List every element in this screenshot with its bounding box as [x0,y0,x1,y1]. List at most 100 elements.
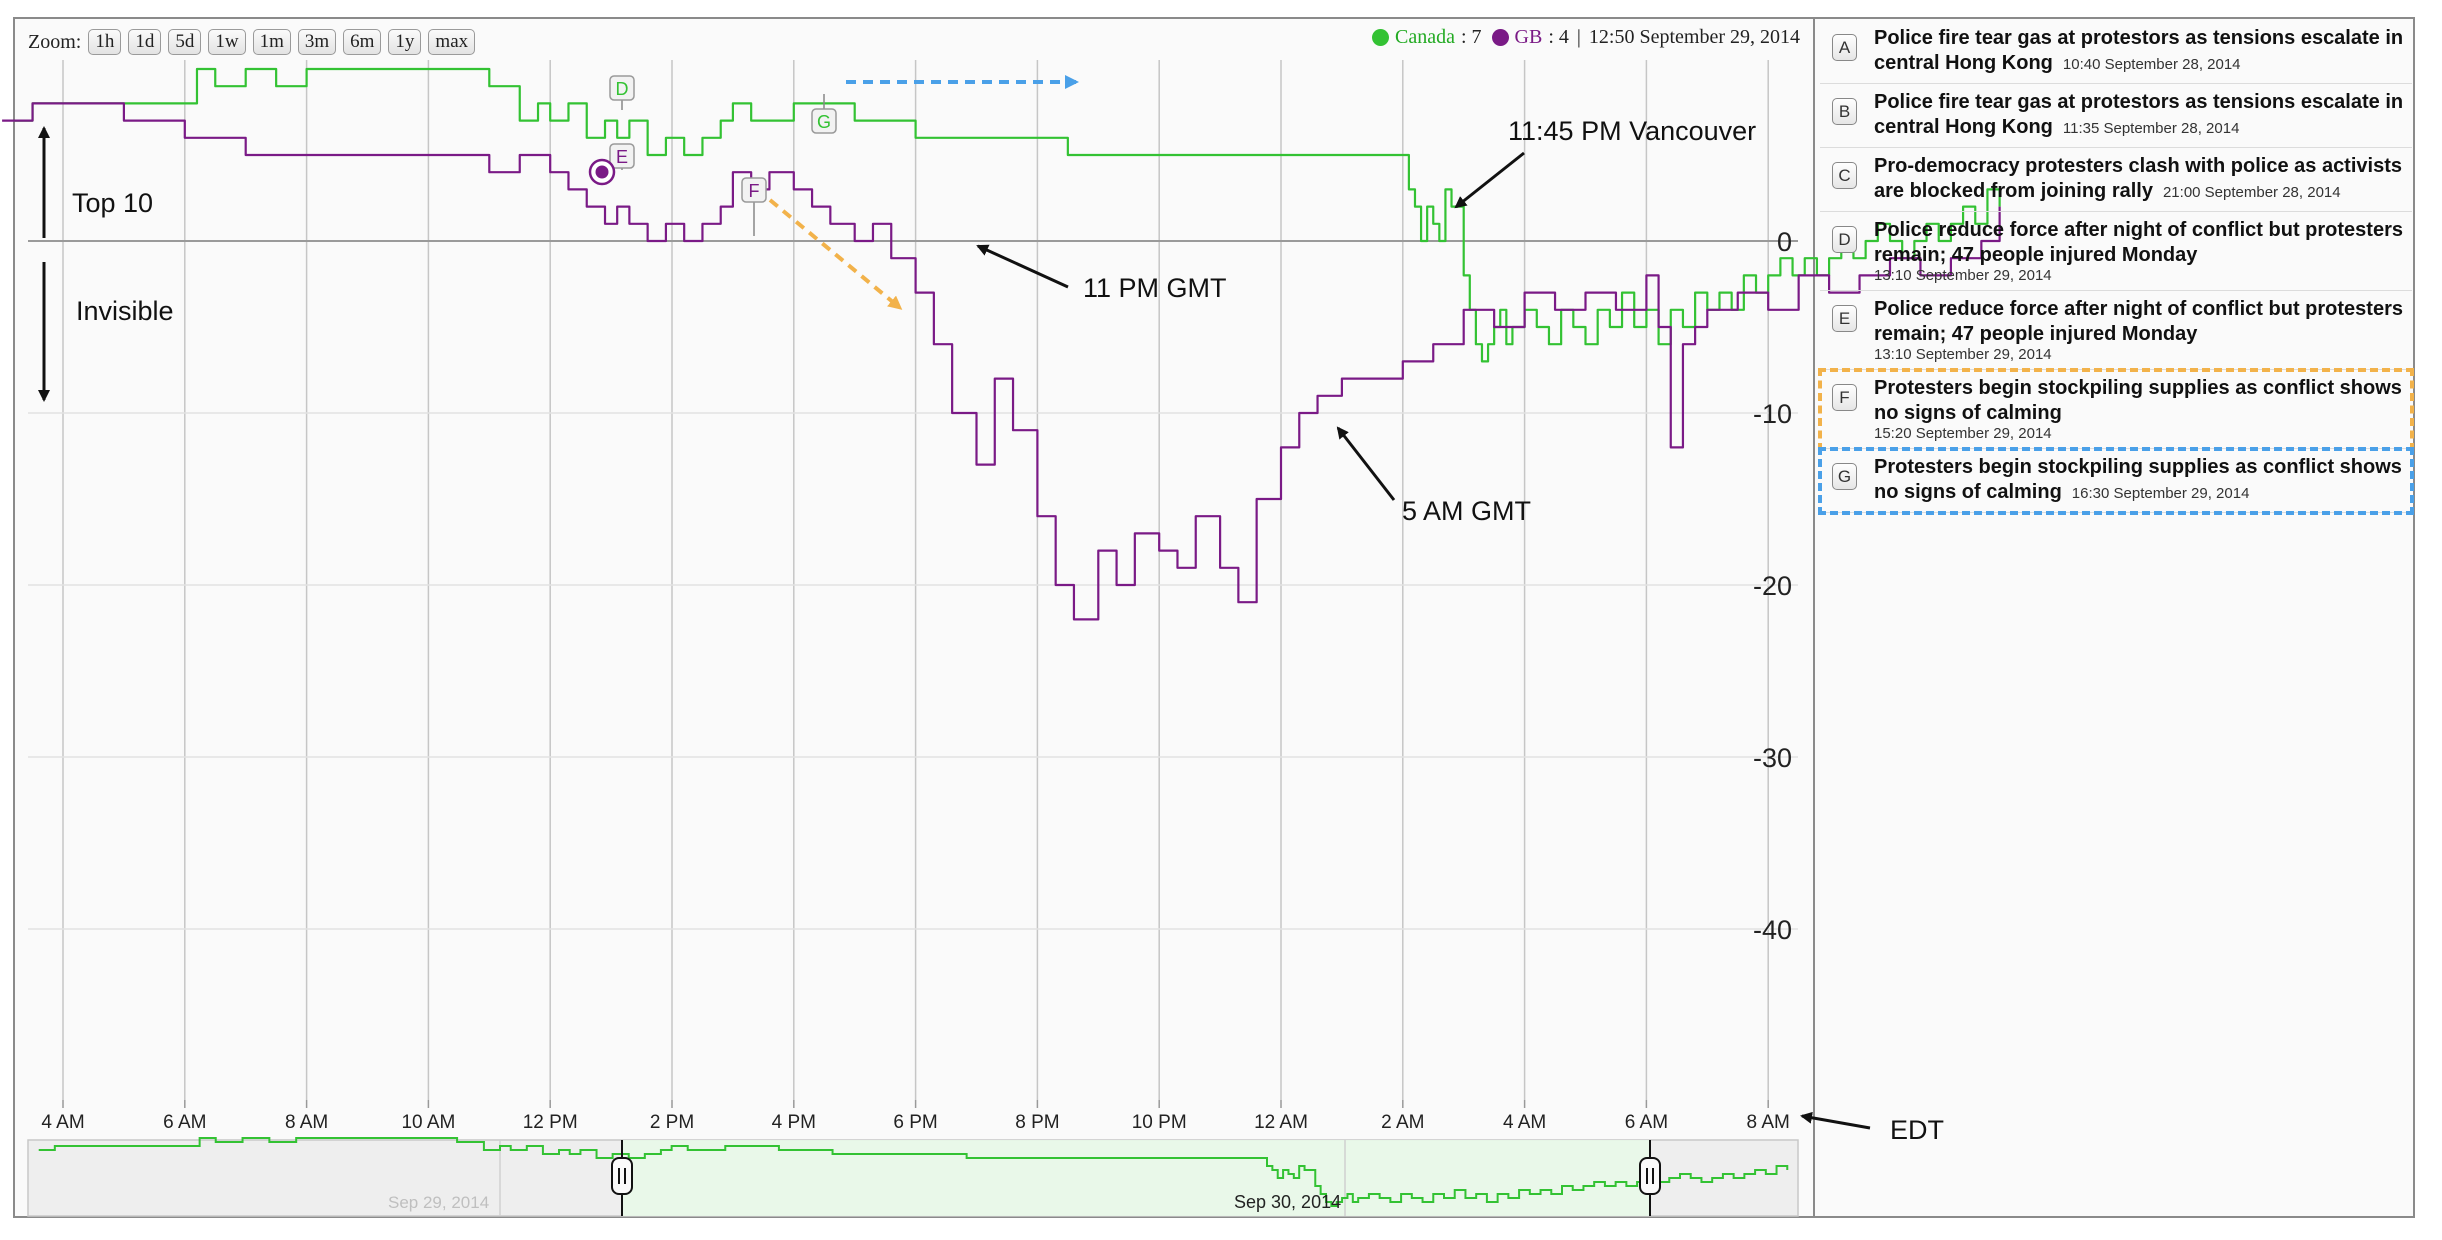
x-tick-label: 4 AM [41,1112,84,1133]
news-item-g[interactable]: G Protesters begin stockpiling supplies a… [1818,447,2414,515]
x-tick-label: 2 AM [1381,1112,1424,1133]
news-title: Pro-democracy protesters clash with poli… [1874,154,2408,205]
news-time: 10:40 September 28, 2014 [2062,56,2241,73]
news-time: 13:10 September 29, 2014 [1874,346,2052,363]
zoom-button-max[interactable]: max [428,29,476,55]
x-tick-label: 4 PM [772,1112,816,1133]
zoom-button-1m[interactable]: 1m [252,29,291,55]
zoom-button-1y[interactable]: 1y [388,29,422,55]
news-time: 16:30 September 29, 2014 [2071,485,2250,502]
legend-gb-label[interactable]: GB [1514,26,1543,48]
selected-point-marker[interactable] [588,158,616,186]
legend-canada-label[interactable]: Canada [1394,26,1455,48]
gb-dot-icon [1491,29,1509,46]
x-tick-label: 12 AM [1254,1112,1308,1133]
event-flag-g[interactable]: G [811,94,837,134]
x-tick-label: 6 AM [1625,1112,1668,1133]
y-tick-label: -40 [1753,915,1792,945]
legend-timestamp: 12:50 September 29, 2014 [1588,26,1800,48]
x-tick-label: 10 AM [401,1112,455,1133]
navigator-handle-left[interactable] [611,1140,633,1216]
event-flag-e[interactable]: E [609,143,635,170]
news-letter-badge: F [1832,384,1857,411]
news-letter-badge: A [1832,34,1857,61]
event-flag-label: D [616,79,629,99]
news-title-text: Police reduce force after night of confl… [1874,298,2403,345]
news-title-text: Police fire tear gas at protestors as te… [1874,91,2404,138]
navigator-date-2: Sep 30, 2014 [1234,1192,1341,1212]
event-flags: D E F G [588,75,837,236]
news-letter-badge: E [1832,305,1857,332]
gmt5-arrow [1336,426,1396,501]
canada-dot-icon [1371,29,1389,46]
y-tick-label: -30 [1753,743,1792,773]
event-flag-label: G [817,112,831,132]
news-title-text: Protesters begin stockpiling supplies as… [1874,456,2402,503]
x-tick-label: 8 AM [285,1112,328,1133]
zoom-button-1d[interactable]: 1d [128,29,162,55]
news-item-f[interactable]: F Protesters begin stockpiling supplies a… [1818,368,2414,451]
news-time: 13:10 September 29, 2014 [1874,267,2052,284]
vancouver-arrow [1454,151,1525,209]
x-tick-label: 2 PM [650,1112,694,1133]
news-item-b[interactable]: B Police fire tear gas at protestors as t… [1820,84,2412,148]
navigator-selection[interactable] [622,1140,1650,1216]
news-title: Police fire tear gas at protestors as te… [1874,26,2408,77]
news-item-a[interactable]: A Police fire tear gas at protestors as t… [1820,20,2412,84]
x-tick-label: 6 AM [163,1112,206,1133]
x-tick-label: 6 PM [893,1112,937,1133]
annotation-edt: EDT [1890,1115,1944,1145]
chart-grid [28,60,1798,1100]
x-tick-label: 4 AM [1503,1112,1546,1133]
x-tick-label: 8 AM [1747,1112,1790,1133]
y-tick-label: -10 [1753,399,1792,429]
annotation-11pm-gmt: 11 PM GMT [1083,273,1227,303]
news-title: Police fire tear gas at protestors as te… [1874,90,2408,141]
x-tick-label: 8 PM [1015,1112,1059,1133]
news-item-e[interactable]: E Police reduce force after night of conf… [1820,291,2412,370]
zoom-button-1w[interactable]: 1w [208,29,246,55]
navigator-date-1: Sep 29, 2014 [388,1193,489,1212]
zoom-button-1h[interactable]: 1h [88,29,122,55]
chart-frame [13,17,2415,1218]
series-line-canada[interactable] [14,67,2001,363]
series-group [2,67,2001,621]
legend-canada-value: : 7 [1460,26,1482,48]
x-axis: 4 AM 6 AM 8 AM 10 AM 12 PM 2 PM 4 PM 6 PM 8 PM 10… [41,1100,1790,1133]
legend-separator: | [1576,26,1581,48]
y-tick-label: 0 [1777,227,1792,257]
annotation-vancouver: 11:45 PM Vancouver [1508,116,1756,146]
news-title-text: Protesters begin stockpiling supplies as… [1874,377,2402,424]
orange-dashed-arrow [768,198,903,310]
zoom-button-3m[interactable]: 3m [297,29,337,55]
news-title-text: Police reduce force after night of confl… [1874,219,2403,266]
news-item-c[interactable]: C Pro-democracy protesters clash with pol… [1820,148,2412,212]
zoom-toolbar: Zoom: 1h 1d 5d 1w 1m 3m 6m 1y max [28,28,476,56]
news-list: A Police fire tear gas at protestors as t… [1818,20,2414,515]
event-flag-d[interactable]: D [609,75,635,110]
navigator[interactable]: Sep 29, 2014 Sep 30, 2014 [27,1137,1799,1217]
legend: Canada : 7 GB : 4 | 12:50 September 29, … [1371,26,1800,49]
navigator-series-canada [38,1137,1789,1207]
news-title-text: Police fire tear gas at protestors as te… [1874,27,2404,74]
news-time: 15:20 September 29, 2014 [1874,425,2052,442]
zoom-button-5d[interactable]: 5d [168,29,202,55]
navigator-handle-right[interactable] [1639,1140,1661,1216]
y-axis: 0 -10 -20 -30 -40 [1753,227,1792,945]
event-flag-label: E [616,147,628,167]
zoom-button-6m[interactable]: 6m [343,29,382,55]
news-letter-badge: C [1832,162,1857,189]
event-flag-label: F [749,181,760,201]
x-tick-label: 10 PM [1132,1112,1187,1133]
annotation-top10: Top 10 [72,188,153,218]
news-item-d[interactable]: D Police reduce force after night of conf… [1820,212,2412,291]
news-time: 11:35 September 28, 2014 [2062,120,2240,137]
news-title-text: Pro-democracy protesters clash with poli… [1874,155,2402,202]
edt-arrow [1800,1111,1871,1130]
news-title: Protesters begin stockpiling supplies as… [1874,376,2408,442]
series-line-gb[interactable] [2,102,2001,621]
event-flag-f[interactable]: F [741,177,767,236]
news-time: 21:00 September 28, 2014 [2162,184,2341,201]
x-tick-label: 12 PM [523,1112,578,1133]
news-title: Protesters begin stockpiling supplies as… [1874,455,2408,506]
